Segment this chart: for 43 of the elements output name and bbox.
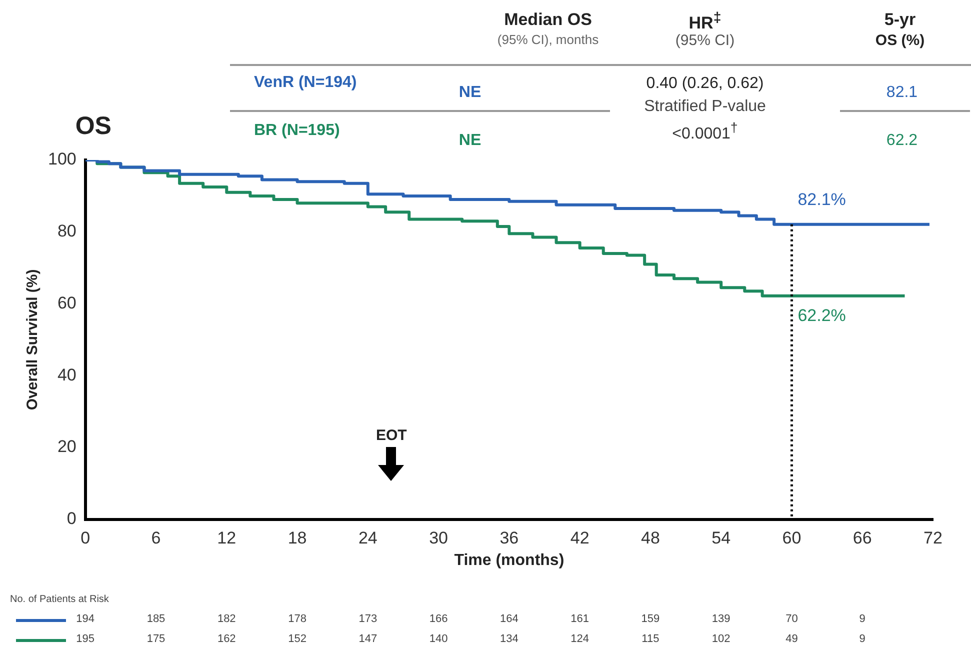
text: 5-yr — [884, 10, 916, 30]
text: <0.0001$^{†}$ — [672, 120, 738, 144]
text: VenR (N=194) — [254, 74, 357, 92]
y-tick-label: 40 — [57, 365, 76, 384]
chart-title: OS — [75, 112, 112, 141]
annotation: 82.1% — [798, 190, 846, 210]
text: No. of Patients at Risk — [10, 594, 109, 605]
text: (95% CI), months — [497, 32, 599, 47]
text: NE — [458, 84, 482, 102]
annotation: EOT — [376, 427, 407, 444]
y-tick-label: 20 — [57, 437, 76, 456]
x-tick-label: 42 — [570, 528, 590, 548]
y-axis-title: Overall Survival (%) — [24, 269, 42, 410]
text: NE — [458, 132, 482, 150]
text: HR$^{‡}$ — [688, 10, 722, 34]
x-tick-label: 66 — [852, 528, 872, 548]
x-tick-label: 60 — [782, 528, 802, 548]
x-tick-label: 0 — [80, 528, 90, 548]
x-axis-title: Time (months) — [454, 552, 564, 569]
text: 195 175 162 152 147 140 134 124 115 102 49 9 — [76, 633, 866, 645]
x-tick-label: 30 — [429, 528, 448, 548]
x-tick-label: 54 — [712, 528, 731, 548]
x-tick-label: 72 — [924, 528, 942, 548]
text: Median OS — [504, 10, 592, 30]
y-tick-label: 80 — [57, 222, 76, 241]
x-tick-label: 48 — [640, 528, 660, 548]
y-tick-label: 100 — [48, 150, 76, 169]
text: 0.40 (0.26, 0.62) — [646, 75, 764, 93]
y-tick-label: 0 — [66, 509, 76, 528]
annotation: 62.2% — [798, 306, 846, 326]
x-tick-label: 6 — [151, 528, 161, 548]
y-tick-label: 60 — [57, 293, 76, 312]
text: Stratified P-value — [644, 98, 766, 116]
x-tick-label: 12 — [217, 528, 236, 548]
text: 62.2 — [886, 132, 918, 150]
text: BR (N=195) — [254, 122, 340, 140]
text: OS (%) — [875, 32, 925, 49]
x-tick-label: 18 — [288, 528, 307, 548]
text: 194 185 182 178 173 166 164 161 159 139 70 9 — [76, 613, 866, 625]
text: (95% CI) — [675, 32, 735, 49]
x-tick-label: 24 — [358, 528, 378, 548]
text: 82.1 — [886, 84, 918, 102]
x-tick-label: 36 — [500, 528, 519, 548]
